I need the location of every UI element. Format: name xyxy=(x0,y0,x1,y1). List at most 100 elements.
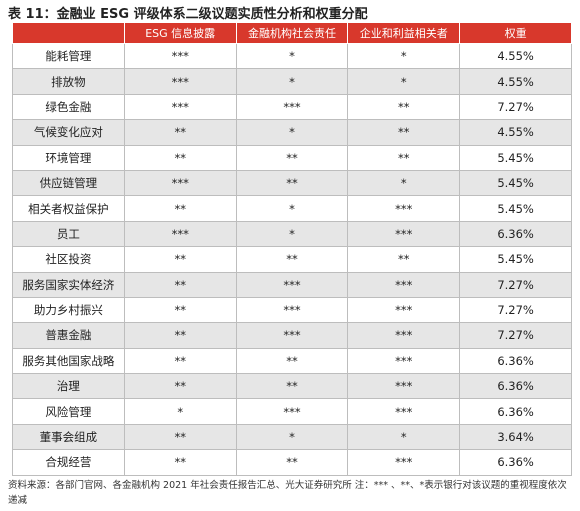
table-row: 服务其他国家战略 ** ** *** 6.36% xyxy=(12,347,572,375)
header-cell: 企业和利益相关者 xyxy=(347,22,461,44)
cell: ** xyxy=(123,195,237,222)
table: ESG 信息披露 金融机构社会责任 企业和利益相关者 权重 能耗管理 *** * * 4.55… xyxy=(12,22,572,476)
cell: *** xyxy=(347,195,461,222)
table-row: 气候变化应对 ** * ** 4.55% xyxy=(12,119,572,146)
cell: ** xyxy=(235,347,349,375)
cell: *** xyxy=(235,398,349,425)
header-cell: 权重 xyxy=(459,22,572,44)
cell: *** xyxy=(347,296,461,324)
cell: *** xyxy=(235,93,349,121)
row-label: 服务其他国家战略 xyxy=(12,347,125,375)
footnote: 资料来源：各部门官网、各金融机构 2021 年社会责任报告汇总、光大证券研究所 … xyxy=(8,480,567,506)
cell: ** xyxy=(123,449,237,476)
cell: * xyxy=(235,42,349,70)
table-row: 治理 ** ** *** 6.36% xyxy=(12,373,572,400)
row-label: 风险管理 xyxy=(12,398,125,425)
table-row: 供应链管理 *** ** * 5.45% xyxy=(12,169,572,197)
cell: 5.45% xyxy=(459,169,572,197)
table-row: 员工 *** * *** 6.36% xyxy=(12,220,572,248)
row-label: 员工 xyxy=(12,220,125,248)
cell: 5.45% xyxy=(459,144,572,171)
cell: ** xyxy=(123,322,237,349)
row-label: 相关者权益保护 xyxy=(12,195,125,222)
cell: *** xyxy=(235,296,349,324)
cell: 6.36% xyxy=(459,347,572,375)
table-row: 绿色金融 *** *** ** 7.27% xyxy=(12,93,572,121)
cell: ** xyxy=(123,423,237,451)
cell: ** xyxy=(347,119,461,146)
header-cell xyxy=(12,22,125,44)
cell: *** xyxy=(347,347,461,375)
cell: * xyxy=(235,220,349,248)
table-row: 普惠金融 ** *** *** 7.27% xyxy=(12,322,572,349)
row-label: 社区投资 xyxy=(12,246,125,273)
row-label: 环境管理 xyxy=(12,144,125,171)
row-label: 助力乡村振兴 xyxy=(12,296,125,324)
cell: ** xyxy=(235,373,349,400)
cell: ** xyxy=(123,373,237,400)
cell: ** xyxy=(235,449,349,476)
cell: *** xyxy=(123,169,237,197)
row-label: 服务国家实体经济 xyxy=(12,271,125,298)
cell: *** xyxy=(123,42,237,70)
header-row: ESG 信息披露 金融机构社会责任 企业和利益相关者 权重 xyxy=(12,22,572,44)
table-row: 助力乡村振兴 ** *** *** 7.27% xyxy=(12,296,572,324)
cell: 6.36% xyxy=(459,398,572,425)
cell: ** xyxy=(123,144,237,171)
cell: *** xyxy=(235,271,349,298)
table-body: 能耗管理 *** * * 4.55% 排放物 *** * * 4.55% 绿色金融 *** *** ** 7… xyxy=(12,42,572,476)
table-row: 董事会组成 ** * * 3.64% xyxy=(12,423,572,451)
cell: *** xyxy=(123,68,237,95)
cell: 7.27% xyxy=(459,296,572,324)
table-title: 表 11：金融业 ESG 评级体系二级议题实质性分析和权重分配 xyxy=(8,7,368,22)
row-label: 能耗管理 xyxy=(12,42,125,70)
cell: 6.36% xyxy=(459,373,572,400)
cell: ** xyxy=(235,144,349,171)
cell: 7.27% xyxy=(459,322,572,349)
cell: ** xyxy=(123,246,237,273)
cell: 3.64% xyxy=(459,423,572,451)
cell: * xyxy=(347,42,461,70)
row-label: 普惠金融 xyxy=(12,322,125,349)
row-label: 排放物 xyxy=(12,68,125,95)
cell: * xyxy=(235,423,349,451)
cell: 7.27% xyxy=(459,271,572,298)
cell: *** xyxy=(347,373,461,400)
cell: * xyxy=(347,169,461,197)
header-cell: ESG 信息披露 xyxy=(123,22,237,44)
cell: ** xyxy=(123,271,237,298)
row-label: 供应链管理 xyxy=(12,169,125,197)
cell: 4.55% xyxy=(459,42,572,70)
cell: 5.45% xyxy=(459,246,572,273)
cell: 6.36% xyxy=(459,220,572,248)
cell: ** xyxy=(347,144,461,171)
cell: *** xyxy=(347,271,461,298)
cell: * xyxy=(123,398,237,425)
table-row: 社区投资 ** ** ** 5.45% xyxy=(12,246,572,273)
cell: ** xyxy=(123,296,237,324)
cell: ** xyxy=(123,347,237,375)
cell: ** xyxy=(123,119,237,146)
cell: *** xyxy=(123,93,237,121)
cell: ** xyxy=(235,169,349,197)
table-row: 合规经营 ** ** *** 6.36% xyxy=(12,449,572,476)
row-label: 气候变化应对 xyxy=(12,119,125,146)
cell: * xyxy=(235,119,349,146)
cell: * xyxy=(347,423,461,451)
table-row: 相关者权益保护 ** * *** 5.45% xyxy=(12,195,572,222)
cell: 4.55% xyxy=(459,68,572,95)
cell: *** xyxy=(347,449,461,476)
cell: ** xyxy=(347,246,461,273)
cell: *** xyxy=(123,220,237,248)
cell: 6.36% xyxy=(459,449,572,476)
cell: *** xyxy=(347,322,461,349)
table-row: 风险管理 * *** *** 6.36% xyxy=(12,398,572,425)
table-row: 能耗管理 *** * * 4.55% xyxy=(12,42,572,70)
row-label: 绿色金融 xyxy=(12,93,125,121)
cell: ** xyxy=(235,246,349,273)
cell: * xyxy=(347,68,461,95)
cell: ** xyxy=(347,93,461,121)
row-label: 合规经营 xyxy=(12,449,125,476)
row-label: 治理 xyxy=(12,373,125,400)
